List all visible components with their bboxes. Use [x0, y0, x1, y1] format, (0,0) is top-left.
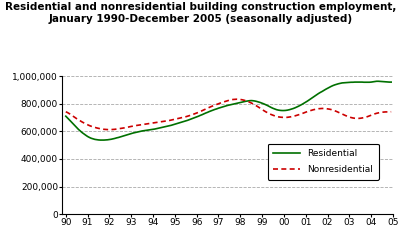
Text: Residential and nonresidential building construction employment,
January 1990-De: Residential and nonresidential building … — [5, 2, 396, 24]
Nonresidential — [234, 98, 239, 101]
Residential — [132, 131, 137, 134]
Residential — [103, 139, 108, 141]
Nonresidential — [101, 128, 106, 131]
Nonresidential — [69, 114, 74, 116]
Residential — [354, 81, 359, 84]
Nonresidential — [389, 110, 393, 113]
Residential — [63, 115, 68, 118]
Nonresidential — [356, 117, 361, 120]
Nonresidential — [132, 124, 137, 127]
Nonresidential — [381, 111, 386, 114]
Line: Residential: Residential — [66, 81, 391, 140]
Nonresidential — [105, 128, 110, 131]
Legend: Residential, Nonresidential: Residential, Nonresidential — [267, 144, 379, 180]
Residential — [374, 80, 379, 83]
Residential — [189, 118, 194, 120]
Residential — [389, 81, 393, 84]
Residential — [381, 80, 386, 83]
Line: Nonresidential: Nonresidential — [66, 99, 391, 129]
Residential — [69, 120, 74, 123]
Nonresidential — [63, 110, 68, 113]
Nonresidential — [189, 114, 194, 117]
Residential — [98, 139, 103, 142]
